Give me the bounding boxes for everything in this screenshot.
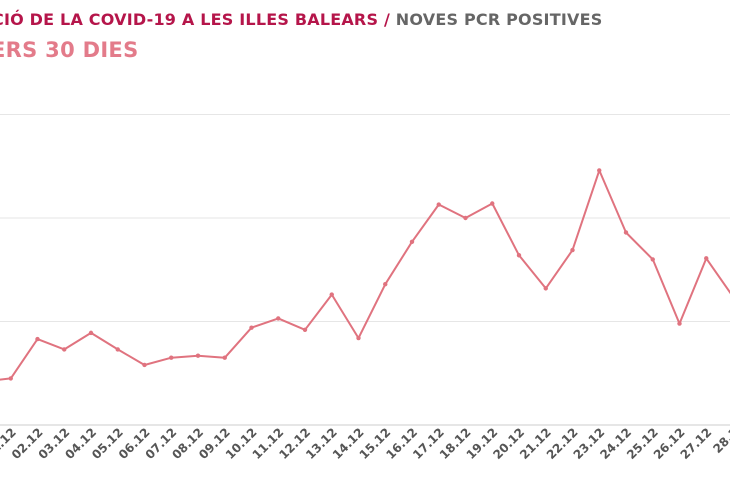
data-point bbox=[35, 336, 40, 342]
data-point bbox=[88, 330, 94, 336]
data-point bbox=[463, 215, 468, 221]
data-point bbox=[142, 362, 147, 368]
data-point bbox=[8, 376, 13, 381]
data-point bbox=[490, 201, 495, 206]
data-point bbox=[302, 327, 308, 332]
x-tick-label: 28.1 bbox=[710, 425, 730, 456]
x-axis-ticks: 1.1202.1203.1204.1205.1206.1207.1208.120… bbox=[0, 425, 730, 462]
series-line bbox=[0, 169, 730, 381]
data-point bbox=[409, 239, 415, 245]
data-point bbox=[249, 325, 254, 330]
data-point bbox=[516, 253, 522, 258]
chart-subtitle: ERS 30 DIES bbox=[0, 38, 139, 62]
data-point bbox=[650, 257, 655, 262]
title-separator: / bbox=[383, 10, 390, 29]
title-sub: NOVES PCR POSITIVES bbox=[395, 10, 603, 29]
data-point bbox=[677, 321, 682, 326]
data-point bbox=[597, 168, 602, 173]
data-point bbox=[383, 282, 388, 287]
data-point bbox=[169, 355, 174, 360]
grid-lines bbox=[0, 114, 730, 322]
chart-title: CIÓ DE LA COVID-19 A LES ILLES BALEARS /… bbox=[0, 10, 602, 29]
title-main: CIÓ DE LA COVID-19 A LES ILLES BALEARS bbox=[0, 10, 379, 29]
data-point bbox=[276, 316, 281, 321]
data-point bbox=[329, 292, 334, 297]
data-point bbox=[222, 355, 227, 360]
data-point bbox=[543, 286, 548, 291]
data-point bbox=[436, 202, 441, 207]
data-point bbox=[195, 353, 201, 358]
data-point bbox=[704, 256, 709, 261]
data-point bbox=[623, 230, 629, 235]
data-point bbox=[62, 347, 67, 352]
data-point bbox=[356, 335, 361, 341]
data-point bbox=[570, 247, 575, 253]
data-points bbox=[8, 168, 709, 381]
data-point bbox=[115, 347, 120, 352]
